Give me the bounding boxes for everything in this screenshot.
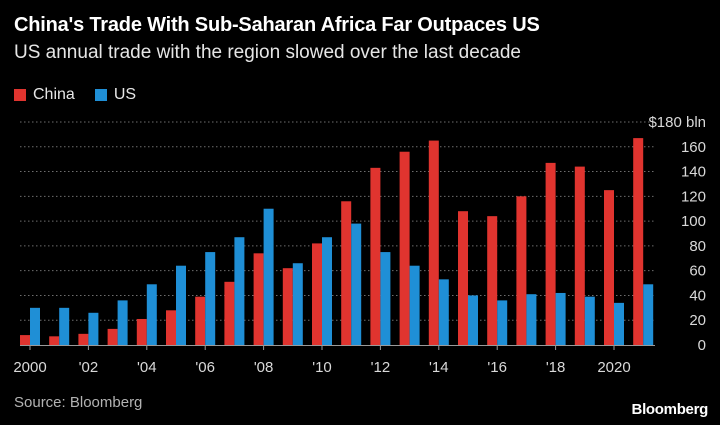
bar-us-2017 [526,294,537,345]
bar-china-2014 [428,140,439,345]
y-tick-label: 160 [681,139,706,156]
y-tick-label: 40 [689,287,706,304]
bar-china-2004 [136,318,147,345]
bar-china-2003 [107,328,118,345]
bar-us-2014 [438,279,449,345]
x-tick-label: '12 [371,359,391,376]
x-tick-label: '16 [487,359,507,376]
x-tick-label: '18 [546,359,566,376]
bar-us-2008 [263,208,274,345]
y-tick-label: 100 [681,213,706,230]
bar-us-2010 [322,237,332,345]
bar-us-2018 [555,292,566,345]
x-tick-label: 2000 [13,359,46,376]
bar-china-2001 [49,336,60,345]
bar-china-2017 [516,196,527,345]
bar-us-2013 [409,265,420,345]
bar-china-2021 [633,138,644,345]
bar-us-2000 [30,307,40,345]
bar-china-2000 [20,335,30,345]
bar-us-2007 [234,237,245,345]
bar-china-2018 [545,162,556,345]
bar-us-2015 [468,295,478,345]
bar-china-2012 [370,167,381,345]
y-tick-label: 60 [689,263,706,280]
bar-us-2011 [351,223,362,345]
bar-china-2005 [166,310,176,345]
bar-china-2011 [341,201,352,345]
x-tick-label: '08 [254,359,274,376]
bar-china-2016 [487,216,498,345]
y-tick-label: 20 [689,312,706,329]
bar-us-2020 [614,302,624,345]
bar-us-2016 [497,300,508,345]
legend: China US [14,86,148,104]
bar-us-2004 [146,284,157,345]
legend-swatch-china [14,89,26,101]
x-tick-label: '02 [79,359,99,376]
x-tick-label: '10 [312,359,332,376]
bar-us-2002 [88,312,99,345]
bar-china-2006 [195,296,206,345]
legend-label-us: US [113,86,137,103]
chart-subtitle: US annual trade with the region slowed o… [14,42,521,63]
y-tick-label: 0 [698,337,706,354]
bar-us-2006 [205,252,216,345]
bloomberg-logo: Bloomberg [631,401,709,418]
y-tick-label: 80 [689,238,706,255]
legend-item-china: China [14,86,75,104]
bar-us-2012 [380,252,391,345]
x-tick-label: 2020 [597,359,630,376]
y-tick-label: $180 bln [648,114,706,131]
bar-china-2020 [604,190,614,345]
legend-swatch-us [94,89,107,101]
bar-china-2019 [574,166,585,345]
bar-china-2015 [458,211,468,345]
legend-item-us: US [94,86,137,104]
bar-us-2005 [176,265,186,345]
bar-us-2003 [117,300,128,345]
bar-us-2009 [292,263,303,345]
bar-china-2007 [224,281,235,345]
chart-title: China's Trade With Sub-Saharan Africa Fa… [14,14,540,36]
bar-china-2010 [312,243,322,345]
x-tick-label: '06 [195,359,215,376]
bar-china-2002 [78,333,89,345]
x-tick-label: '14 [429,359,449,376]
bar-us-2001 [59,307,70,345]
source-note: Source: Bloomberg [14,394,143,411]
bar-us-2019 [584,296,595,345]
bar-us-2021 [643,284,654,345]
bar-china-2009 [282,268,293,345]
bar-china-2008 [253,253,264,345]
y-tick-label: 120 [681,188,706,205]
y-tick-label: 140 [681,164,706,181]
x-tick-label: '04 [137,359,157,376]
bar-china-2013 [399,151,410,345]
legend-label-china: China [33,86,75,103]
